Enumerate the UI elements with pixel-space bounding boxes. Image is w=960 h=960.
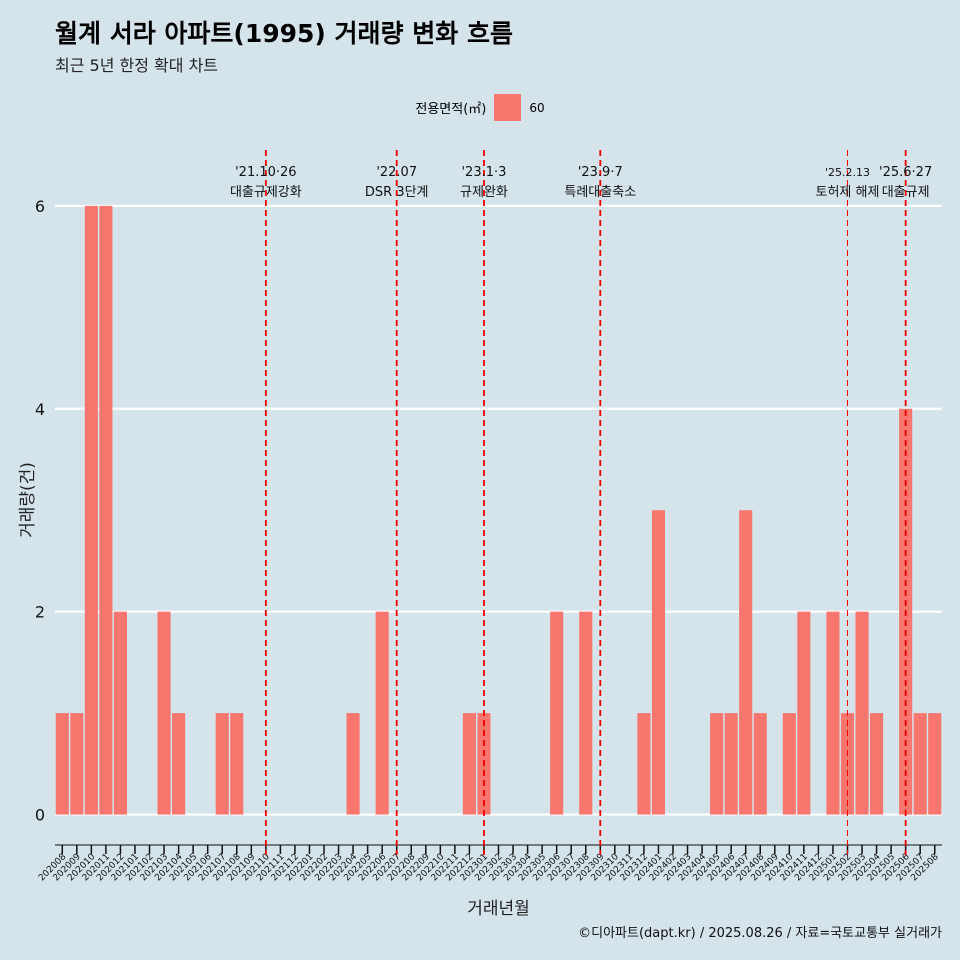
event-date: '25.6·27 <box>879 165 932 180</box>
bar-202504 <box>870 713 884 815</box>
bar-202012 <box>113 611 127 815</box>
source-caption: ©디아파트(dapt.kr) / 2025.08.26 / 자료=국토교통부 실… <box>578 926 942 941</box>
y-axis-title: 거래량(건) <box>18 462 38 538</box>
legend-title: 전용면적(㎡) <box>415 102 487 117</box>
bar-202507 <box>913 713 927 815</box>
bar-202407 <box>739 510 753 815</box>
event-label: 특례대출축소 <box>564 185 636 200</box>
bar-202204 <box>346 713 360 815</box>
bar-202212 <box>462 713 476 815</box>
bar-202312 <box>637 713 651 815</box>
bar-202206 <box>375 611 389 815</box>
event-date: '25.2.13 <box>825 166 870 179</box>
y-tick-label: 4 <box>35 400 45 419</box>
bar-202501 <box>826 611 840 815</box>
legend-label: 60 <box>529 100 545 115</box>
bar-202503 <box>855 611 869 815</box>
bar-202107 <box>215 713 229 815</box>
chart-title: 월계 서라 아파트(1995) 거래량 변화 흐름 <box>55 19 513 48</box>
bar-202103 <box>157 611 171 815</box>
y-tick-label: 0 <box>35 806 45 825</box>
bar-202108 <box>230 713 244 815</box>
chart-subtitle: 최근 5년 한정 확대 차트 <box>55 56 219 75</box>
bar-202406 <box>724 713 738 815</box>
event-label: 토허제 해제 <box>816 185 880 200</box>
event-label: DSR 3단계 <box>365 185 429 200</box>
event-date: '23.1·3 <box>461 165 506 180</box>
event-date: '23.9·7 <box>578 165 623 180</box>
event-date: '21.10·26 <box>235 165 296 180</box>
bar-202411 <box>797 611 811 815</box>
bar-202408 <box>753 713 767 815</box>
bar-202104 <box>172 713 186 815</box>
bar-202405 <box>710 713 724 815</box>
bar-202008 <box>55 713 69 815</box>
bar-202308 <box>579 611 593 815</box>
event-label: 대출규제 <box>882 185 930 200</box>
bar-202011 <box>99 205 113 815</box>
legend-swatch <box>494 94 522 121</box>
x-axis-title: 거래년월 <box>467 899 530 919</box>
event-label: 대출규제강화 <box>230 185 302 200</box>
event-date: '22.07 <box>376 165 417 180</box>
bar-202401 <box>651 510 665 815</box>
bar-202410 <box>782 713 796 815</box>
bar-202009 <box>70 713 84 815</box>
bar-202306 <box>550 611 564 815</box>
legend: 전용면적(㎡) 60 <box>0 94 960 121</box>
bar-202508 <box>928 713 942 815</box>
y-tick-label: 2 <box>35 603 45 622</box>
event-label: 규제완화 <box>460 185 508 200</box>
y-tick-label: 6 <box>35 197 45 216</box>
bar-202010 <box>84 205 98 815</box>
